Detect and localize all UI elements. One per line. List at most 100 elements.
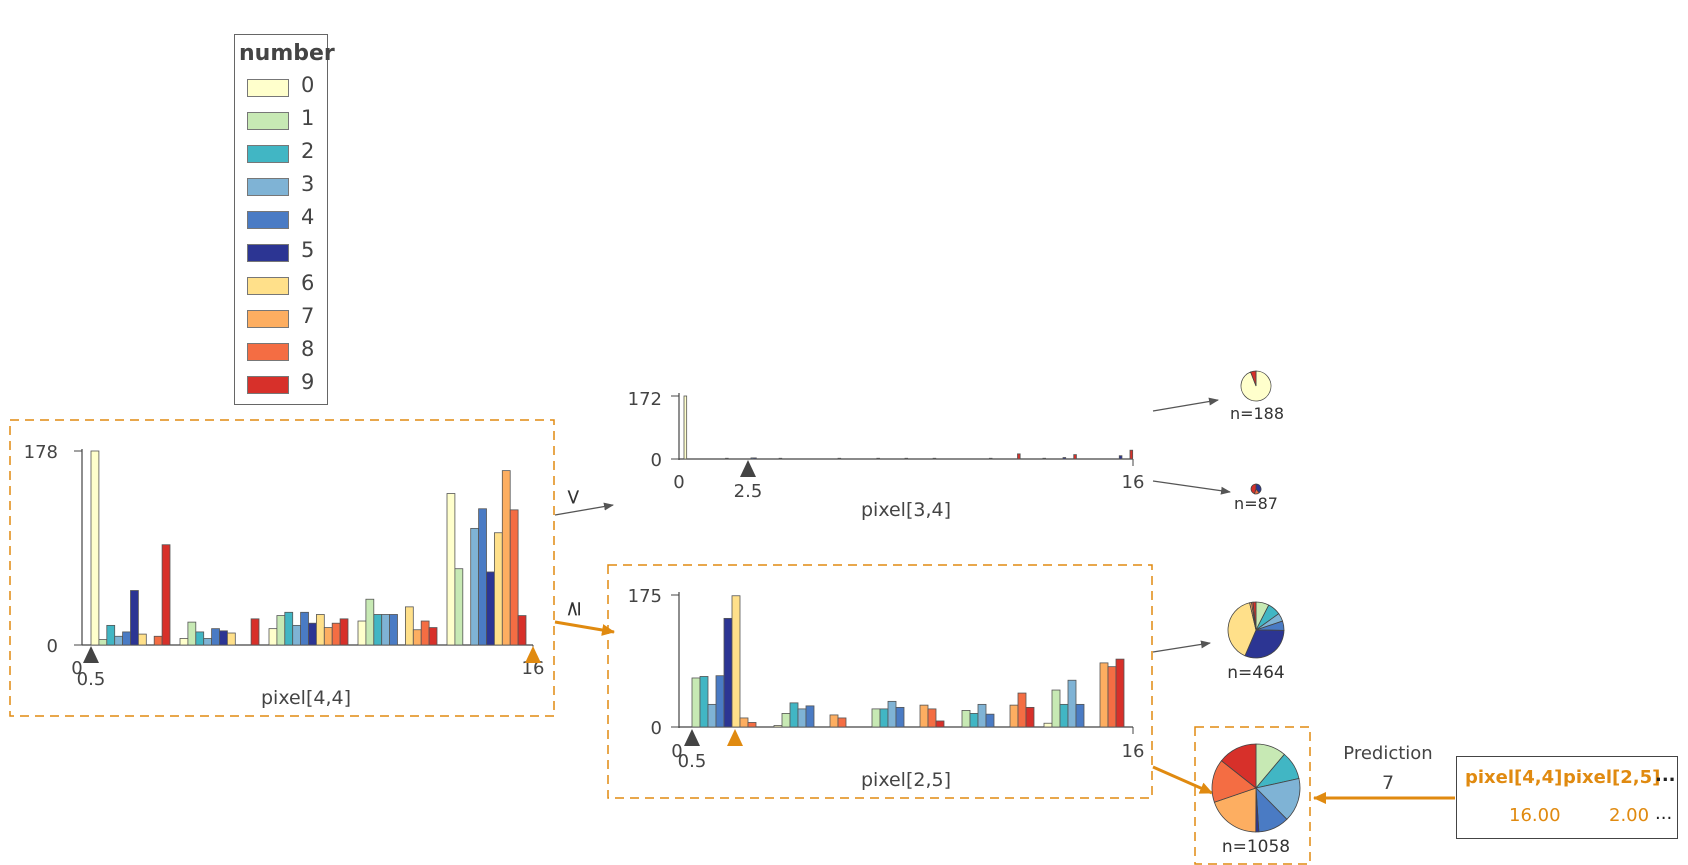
left-split-marker <box>740 460 756 477</box>
pie-slice <box>1252 601 1257 631</box>
legend-item-4: 4 <box>247 205 327 235</box>
right-node-chart: 175 0 0 16 0.5 pixel[2,5] <box>628 586 1145 791</box>
edge-left-to-leaf1 <box>1152 397 1219 412</box>
pie-slice <box>1220 743 1257 789</box>
left-xmax-label: 16 <box>1122 472 1145 493</box>
leaf-node-3 <box>1227 601 1285 659</box>
hist-bar <box>412 629 422 646</box>
hist-bar <box>250 618 260 646</box>
hist-bar <box>699 676 709 728</box>
hist-bar <box>876 457 880 460</box>
root-ymax-label: 178 <box>24 442 58 463</box>
root-node-highlight-box <box>9 419 555 717</box>
feature-value-2: 2.00 <box>1609 805 1650 826</box>
hist-bar <box>203 638 212 646</box>
edge-left-to-leaf2 <box>1152 480 1231 495</box>
hist-bar <box>478 508 487 646</box>
hist-bar <box>339 618 349 646</box>
hist-bar <box>509 509 519 646</box>
hist-bar <box>161 544 171 646</box>
legend-item-5: 5 <box>247 238 327 268</box>
legend-swatch <box>247 376 289 394</box>
legend-swatch <box>247 277 289 295</box>
hist-bar <box>114 635 123 646</box>
hist-bar <box>446 493 456 646</box>
feature-header-2: pixel[2,5] <box>1563 767 1661 788</box>
hist-bar <box>331 622 341 646</box>
hist-bar <box>90 450 100 646</box>
hist-bar <box>747 722 757 728</box>
hist-bar <box>988 457 993 460</box>
edge-label-ge: ≥ <box>561 600 585 618</box>
class-legend: number 0 1 2 3 4 5 6 7 8 9 <box>234 34 335 405</box>
legend-label: 4 <box>301 205 315 229</box>
hist-bar <box>829 714 839 728</box>
legend-item-0: 0 <box>247 73 327 103</box>
edge-right-to-leaf3 <box>1152 640 1211 653</box>
legend-swatch <box>247 211 289 229</box>
feature-value-1: 16.00 <box>1509 805 1561 826</box>
hist-bar <box>1073 454 1077 460</box>
hist-bar <box>226 632 236 646</box>
legend-swatch <box>247 343 289 361</box>
hist-bar <box>778 457 783 460</box>
hist-bar <box>517 615 527 646</box>
leaf-node-1 <box>1240 370 1272 402</box>
hist-bar <box>284 611 294 646</box>
legend-item-8: 8 <box>247 337 327 367</box>
left-feature-label: pixel[3,4] <box>861 499 951 521</box>
hist-bar <box>985 713 995 728</box>
edge-label-less: < <box>561 488 585 506</box>
feature-header-ellipsis: ... <box>1655 765 1676 786</box>
hist-bar <box>895 706 905 728</box>
hist-bar <box>365 598 375 646</box>
hist-bar <box>1118 455 1123 460</box>
legend-item-9: 9 <box>247 370 327 400</box>
hist-bar <box>977 703 987 728</box>
legend-label: 6 <box>301 271 315 295</box>
hist-bar <box>1017 692 1027 728</box>
hist-bar <box>805 705 815 728</box>
hist-bar <box>781 713 791 728</box>
left-split-label: 2.5 <box>734 481 763 502</box>
legend-swatch <box>247 244 289 262</box>
legend-item-7: 7 <box>247 304 327 334</box>
right-ymin-label: 0 <box>651 718 662 739</box>
hist-bar <box>404 606 414 646</box>
hist-bar <box>725 457 729 460</box>
hist-bar <box>268 628 278 646</box>
hist-bar <box>837 457 842 460</box>
hist-bar <box>1017 453 1021 460</box>
root-feature-label: pixel[4,4] <box>261 687 351 709</box>
left-xmin-label: 0 <box>673 472 684 493</box>
hist-bar <box>879 708 889 728</box>
hist-bar <box>454 568 464 646</box>
legend-label: 3 <box>301 172 315 196</box>
hist-bar <box>707 703 717 728</box>
pie-slice <box>1250 370 1257 387</box>
root-node-chart: 178 0 0 16 0.5 pixel[4,4] <box>24 442 545 709</box>
prediction-value: 7 <box>1382 772 1394 794</box>
hist-bar <box>357 620 367 646</box>
hist-bar <box>691 677 701 728</box>
legend-swatch <box>247 145 289 163</box>
hist-bar <box>323 627 333 646</box>
legend-swatch <box>247 178 289 196</box>
legend-item-2: 2 <box>247 139 327 169</box>
hist-bar <box>219 630 228 646</box>
legend-title: number <box>239 41 335 66</box>
edge-root-to-left <box>554 502 614 516</box>
root-histogram-bars <box>90 450 527 646</box>
root-xmin-label: 0 <box>71 658 82 679</box>
legend-item-6: 6 <box>247 271 327 301</box>
legend-swatch <box>247 112 289 130</box>
hist-bar <box>753 457 757 460</box>
right-feature-label: pixel[2,5] <box>861 769 951 791</box>
feature-value-ellipsis: ... <box>1655 803 1673 824</box>
right-value-marker <box>727 729 743 746</box>
hist-bar <box>195 631 205 646</box>
hist-bar <box>292 624 302 646</box>
leaf-node-4 <box>1211 743 1301 833</box>
hist-bar <box>122 631 131 646</box>
